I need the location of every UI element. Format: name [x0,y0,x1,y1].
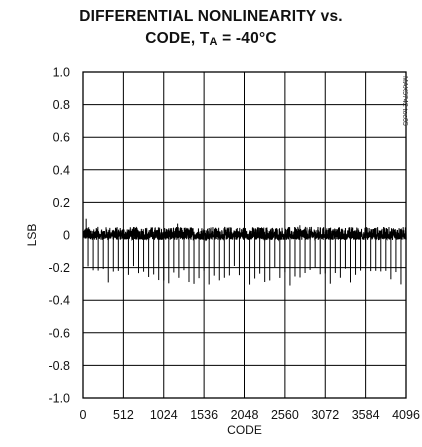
y-tick-label: 1.0 [53,66,70,80]
x-tick-labels: 0 512 1024 1536 2048 2560 3072 3584 4096 [80,408,420,422]
x-tick-label: 1024 [150,408,178,422]
chart-title-line2: CODE, TA = -40°C [0,30,422,48]
y-tick-label: -0.2 [48,261,70,275]
x-tick-label: 4096 [392,408,420,422]
x-tick-label: 2560 [271,408,299,422]
y-tick-label: -0.8 [48,359,70,373]
title-prefix: CODE, T [145,30,210,47]
x-axis-label: CODE [227,423,262,437]
y-tick-label: 0.4 [53,163,70,177]
y-tick-label: -1.0 [48,392,70,406]
chart-title-line1: DIFFERENTIAL NONLINEARITY vs. [79,8,343,25]
y-tick-label: 0 [63,229,70,243]
x-tick-label: 3584 [352,408,380,422]
x-tick-label: 512 [113,408,134,422]
plot-frame [82,71,407,399]
x-tick-label: 0 [80,408,87,422]
x-tick-label: 3072 [311,408,339,422]
y-tick-label: 0.8 [53,98,70,112]
title-suffix: = -40°C [217,30,277,47]
title-subscript: A [209,36,218,48]
y-tick-label: -0.6 [48,326,70,340]
y-axis-label: LSB [25,224,39,247]
x-tick-label: 2048 [231,408,259,422]
y-tick-label: 0.2 [53,196,70,210]
figure-id-note: MAX5742 toc05 [401,76,408,126]
dnl-series [82,218,407,286]
x-tick-label: 1536 [190,408,218,422]
y-tick-label: -0.4 [48,294,70,308]
y-tick-label: 0.6 [53,131,70,145]
y-tick-labels: 1.0 0.8 0.6 0.4 0.2 0 -0.2 -0.4 -0.6 -0.8 -1.0 [48,66,70,406]
